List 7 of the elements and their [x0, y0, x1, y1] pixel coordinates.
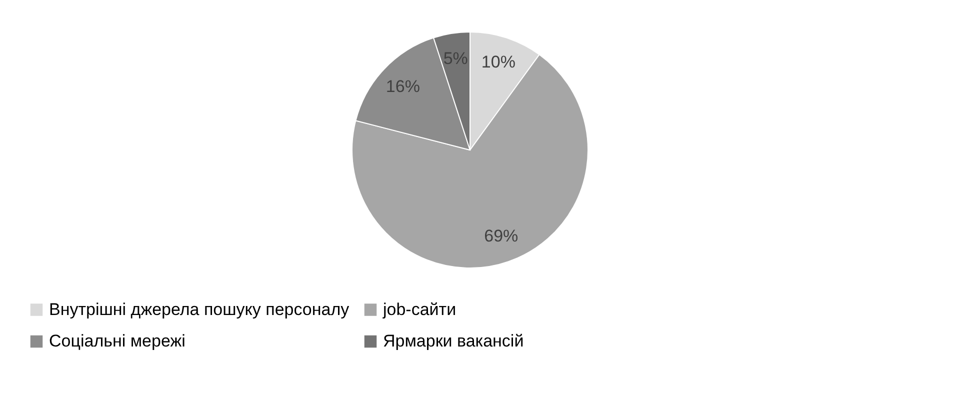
legend-label: Соціальні мережі [49, 332, 186, 350]
data-label: 16% [386, 77, 420, 96]
data-label: 10% [481, 52, 516, 72]
legend-label: job-сайти [382, 300, 456, 319]
data-label: 69% [484, 226, 518, 246]
legend-label: Внутрішні джерела пошуку персоналу [49, 300, 350, 319]
legend-label: Ярмарки вакансій [383, 332, 524, 350]
